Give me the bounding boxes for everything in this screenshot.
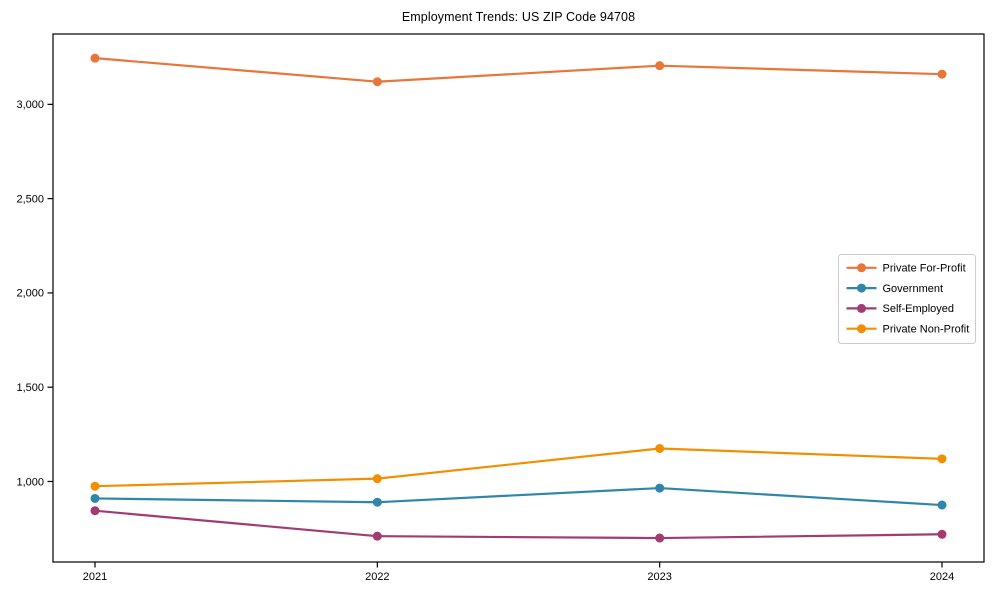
- data-point-government-2024: [937, 500, 947, 510]
- y-tick-label: 2,500: [16, 193, 44, 205]
- series-line-private-for-profit: [93, 57, 944, 83]
- x-tick-label: 2021: [83, 571, 107, 583]
- data-point-private-non-profit-2023: [655, 443, 665, 453]
- data-point-private-for-profit-2024: [937, 69, 947, 79]
- series-government: [90, 483, 947, 510]
- legend-label-government: Government: [883, 283, 944, 295]
- chart-title: Employment Trends: US ZIP Code 94708: [401, 10, 636, 24]
- data-point-self-employed-2022: [372, 531, 382, 541]
- y-tick-label: 1,000: [16, 476, 44, 488]
- series-line-private-non-profit: [93, 447, 944, 488]
- data-point-private-non-profit-2021: [90, 481, 100, 491]
- data-point-self-employed-2021: [90, 506, 100, 516]
- legend-marker-self-employed: [857, 303, 866, 313]
- legend-label-self-employed: Self-Employed: [883, 303, 955, 315]
- data-point-government-2021: [90, 493, 100, 503]
- series-private-non-profit: [90, 443, 947, 491]
- x-tick-label: 2024: [930, 571, 954, 583]
- legend-box: [838, 254, 976, 344]
- y-tick-label: 2,000: [16, 288, 44, 300]
- data-point-private-for-profit-2023: [655, 61, 665, 71]
- legend-item-private-non-profit: Private Non-Profit: [846, 324, 970, 336]
- legend-marker-government: [857, 283, 866, 293]
- legend-item-self-employed: Self-Employed: [846, 303, 955, 315]
- x-tick-label: 2023: [647, 571, 671, 583]
- legend-label-private-non-profit: Private Non-Profit: [883, 324, 970, 336]
- series-self-employed: [90, 506, 947, 543]
- y-tick-label: 1,500: [16, 382, 44, 394]
- legend-item-government: Government: [846, 283, 944, 295]
- legend-item-private-for-profit: Private For-Profit: [846, 263, 966, 275]
- series-line-government: [93, 486, 944, 507]
- data-point-private-for-profit-2021: [90, 53, 100, 63]
- data-point-private-non-profit-2022: [372, 474, 382, 484]
- legend-marker-private-for-profit: [857, 263, 866, 273]
- x-tick-label: 2022: [365, 571, 389, 583]
- series-line-self-employed: [93, 509, 944, 540]
- y-tick-label: 3,000: [16, 99, 44, 111]
- legend-marker-private-non-profit: [857, 324, 866, 334]
- data-point-government-2022: [372, 497, 382, 507]
- data-point-self-employed-2023: [655, 533, 665, 543]
- legend: Private For-Profit Government Self-Employe…: [838, 254, 976, 344]
- plot-border: [52, 33, 985, 563]
- legend-label-private-for-profit: Private For-Profit: [883, 263, 966, 275]
- data-point-self-employed-2024: [937, 529, 947, 539]
- data-point-private-for-profit-2022: [372, 77, 382, 87]
- data-point-government-2023: [655, 483, 665, 493]
- data-point-private-non-profit-2024: [937, 454, 947, 464]
- series-private-for-profit: [90, 53, 947, 87]
